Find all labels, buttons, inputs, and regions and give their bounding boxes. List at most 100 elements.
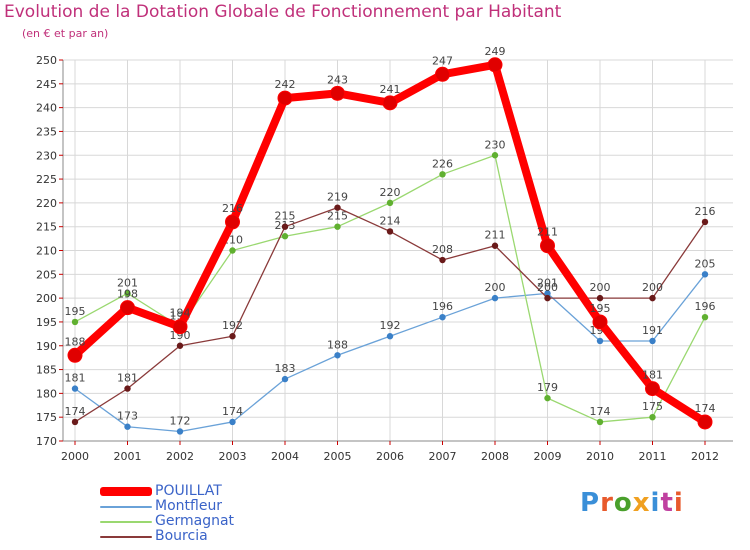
data-point-bourcia: [491, 242, 499, 249]
brand-letter: i: [673, 488, 684, 518]
data-point-bourcia: [596, 294, 604, 302]
y-tick-label: 215: [36, 221, 57, 234]
x-tick-label: 2002: [166, 450, 194, 463]
data-label-bourcia: 174: [65, 405, 86, 418]
y-tick-label: 170: [36, 435, 57, 448]
data-point-germagnat: [649, 413, 656, 421]
y-tick-label: 210: [36, 245, 57, 258]
data-point-montfleur: [544, 290, 551, 297]
data-label-pouillat: 188: [65, 335, 86, 348]
data-point-bourcia: [229, 333, 236, 340]
data-label-pouillat: 174: [695, 402, 716, 415]
data-label-montfleur: 200: [485, 281, 506, 294]
data-label-bourcia: 214: [380, 214, 401, 227]
x-tick-label: 2007: [429, 450, 457, 463]
data-label-bourcia: 200: [590, 281, 611, 294]
data-label-pouillat: 249: [485, 45, 506, 58]
brand-letter: P: [580, 488, 601, 518]
data-point-bourcia: [176, 342, 184, 349]
data-label-montfleur: 196: [432, 300, 453, 313]
data-label-montfleur: 174: [222, 405, 243, 418]
data-label-montfleur: 173: [117, 410, 138, 423]
data-point-pouillat: [120, 300, 135, 316]
data-label-bourcia: 181: [117, 372, 138, 385]
brand-letter: t: [660, 488, 674, 518]
data-label-montfleur: 183: [275, 362, 296, 375]
data-label-germagnat: 196: [695, 300, 716, 313]
legend-item-bourcia: Bourcia: [100, 529, 234, 544]
data-label-bourcia: 208: [432, 243, 453, 256]
x-tick-label: 2001: [114, 450, 142, 463]
data-point-pouillat: [382, 95, 398, 111]
x-tick-label: 2011: [639, 450, 667, 463]
data-point-bourcia: [71, 418, 79, 426]
data-label-montfleur: 201: [537, 276, 558, 289]
data-label-bourcia: 211: [485, 229, 506, 242]
data-point-bourcia: [334, 204, 341, 211]
x-tick-label: 2005: [324, 450, 352, 463]
data-label-montfleur: 172: [170, 414, 191, 427]
data-label-germagnat: 215: [327, 210, 348, 223]
x-tick-label: 2010: [586, 450, 614, 463]
data-point-germagnat: [386, 199, 394, 207]
data-point-germagnat: [596, 418, 604, 426]
grid-lines: [63, 59, 733, 442]
data-label-pouillat: 194: [170, 307, 191, 320]
y-tick-label: 245: [36, 78, 57, 91]
data-point-bourcia: [124, 385, 131, 392]
y-tick-label: 205: [36, 268, 57, 281]
legend-label-pouillat: POUILLAT: [155, 483, 222, 499]
x-tick-label: 2003: [219, 450, 247, 463]
legend-item-germagnat: Germagnat: [100, 514, 234, 529]
data-point-bourcia: [439, 256, 446, 264]
data-label-bourcia: 200: [642, 281, 663, 294]
data-label-pouillat: 247: [432, 54, 453, 67]
data-point-pouillat: [277, 90, 293, 106]
data-point-germagnat: [281, 233, 289, 240]
y-tick-label: 220: [36, 197, 57, 210]
data-point-germagnat: [491, 152, 499, 159]
data-point-montfleur: [439, 313, 446, 321]
data-point-montfleur: [701, 271, 709, 278]
y-tick-label: 200: [36, 292, 57, 305]
data-label-pouillat: 198: [117, 288, 138, 301]
data-label-bourcia: 215: [275, 210, 296, 223]
data-point-bourcia: [386, 228, 394, 235]
data-point-montfleur: [386, 333, 394, 340]
data-point-montfleur: [281, 375, 289, 383]
data-point-germagnat: [229, 247, 236, 254]
data-point-bourcia: [649, 294, 656, 302]
y-tick-label: 225: [36, 173, 57, 186]
data-point-montfleur: [334, 352, 341, 359]
brand-letter: o: [613, 488, 633, 518]
data-label-germagnat: 174: [590, 405, 611, 418]
data-label-bourcia: 200: [537, 281, 558, 294]
y-tick-label: 235: [36, 125, 57, 138]
legend-swatch-pouillat: [100, 487, 152, 496]
data-label-pouillat: 181: [642, 369, 663, 382]
data-point-pouillat: [540, 238, 555, 254]
x-tick-label: 2008: [481, 450, 509, 463]
data-point-germagnat: [71, 318, 79, 326]
x-tick-label: 2012: [691, 450, 719, 463]
data-point-pouillat: [697, 414, 713, 430]
data-label-bourcia: 216: [695, 205, 716, 218]
legend-label-montfleur: Montfleur: [155, 498, 223, 514]
data-label-pouillat: 241: [380, 83, 401, 96]
y-tick-label: 175: [36, 411, 57, 424]
data-label-montfleur: 205: [695, 257, 716, 270]
legend-swatch-bourcia: [100, 535, 152, 538]
data-point-pouillat: [225, 214, 240, 230]
data-label-pouillat: 195: [590, 302, 611, 315]
x-tick-label: 2009: [534, 450, 562, 463]
legend-label-germagnat: Germagnat: [155, 513, 235, 529]
data-point-pouillat: [645, 381, 660, 397]
data-point-bourcia: [544, 294, 551, 302]
data-point-pouillat: [330, 85, 345, 101]
data-label-montfleur: 191: [642, 324, 663, 337]
data-label-pouillat: 211: [537, 226, 558, 239]
x-tick-label: 2000: [61, 450, 89, 463]
